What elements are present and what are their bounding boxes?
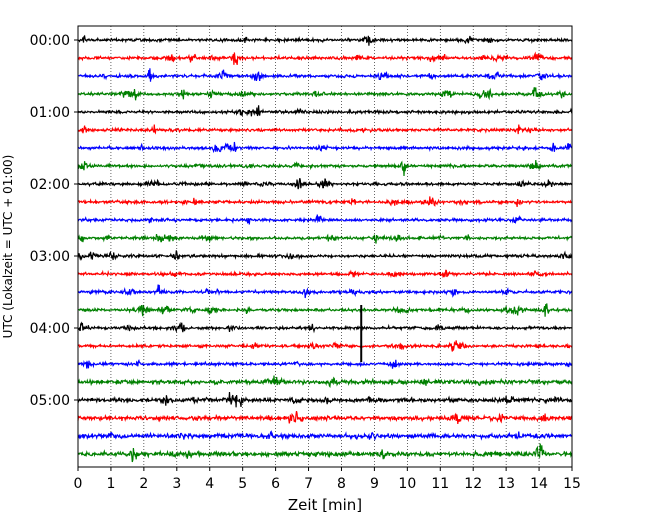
trace-5: [77, 124, 573, 135]
x-tick-label: 3: [172, 476, 181, 492]
x-tick-label: 12: [464, 476, 482, 492]
x-tick-label: 9: [370, 476, 379, 492]
trace-22: [77, 430, 573, 441]
trace-12: [77, 250, 573, 261]
x-tick-label: 6: [271, 476, 280, 492]
x-tick-label: 4: [205, 476, 214, 492]
x-tick-label: 15: [563, 476, 581, 492]
y-tick-label: 01:00: [30, 105, 70, 121]
trace-7: [77, 159, 573, 177]
x-axis-label: Zeit [min]: [288, 496, 362, 514]
x-tick-label: 8: [337, 476, 346, 492]
x-axis-ticks: 0 1 2 3 4 5 6 7 8 9 10 11 12 13 14 15: [74, 467, 581, 492]
trace-0: [77, 34, 573, 46]
trace-2: [77, 68, 573, 82]
trace-19: [77, 375, 573, 388]
trace-11: [77, 233, 573, 244]
x-tick-label: 10: [398, 476, 416, 492]
trace-9: [77, 196, 573, 207]
y-tick-label: 02:00: [30, 177, 70, 193]
y-tick-label: 00:00: [30, 33, 70, 49]
trace-4: [77, 105, 573, 117]
seismogram-traces: [77, 34, 573, 463]
x-tick-label: 14: [530, 476, 548, 492]
x-tick-label: 0: [74, 476, 83, 492]
trace-18: [77, 359, 573, 369]
plot-frame: [77, 25, 573, 468]
trace-10: [77, 214, 573, 225]
trace-13: [77, 269, 573, 279]
y-tick-label: 04:00: [30, 321, 70, 337]
y-axis-label: UTC (Lokalzeit = UTC + 01:00): [1, 155, 15, 339]
y-tick-label: 05:00: [30, 393, 70, 409]
x-tick-label: 11: [431, 476, 449, 492]
x-tick-label: 5: [238, 476, 247, 492]
trace-3: [77, 87, 573, 101]
trace-21: [77, 410, 573, 424]
trace-14: [77, 284, 573, 299]
y-axis-ticks: 00:00 01:00 02:00 03:00 04:00 05:00: [30, 33, 78, 409]
y-tick-label: 03:00: [30, 249, 70, 265]
trace-23: [77, 443, 573, 463]
trace-6: [77, 141, 573, 154]
x-tick-label: 1: [106, 476, 115, 492]
x-tick-label: 7: [304, 476, 313, 492]
trace-16: [77, 321, 573, 334]
trace-8: [77, 178, 573, 190]
trace-15: [77, 303, 573, 317]
trace-17: [77, 340, 573, 352]
x-tick-label: 13: [497, 476, 515, 492]
trace-20: [77, 391, 573, 408]
x-tick-label: 2: [139, 476, 148, 492]
trace-1: [77, 51, 573, 65]
